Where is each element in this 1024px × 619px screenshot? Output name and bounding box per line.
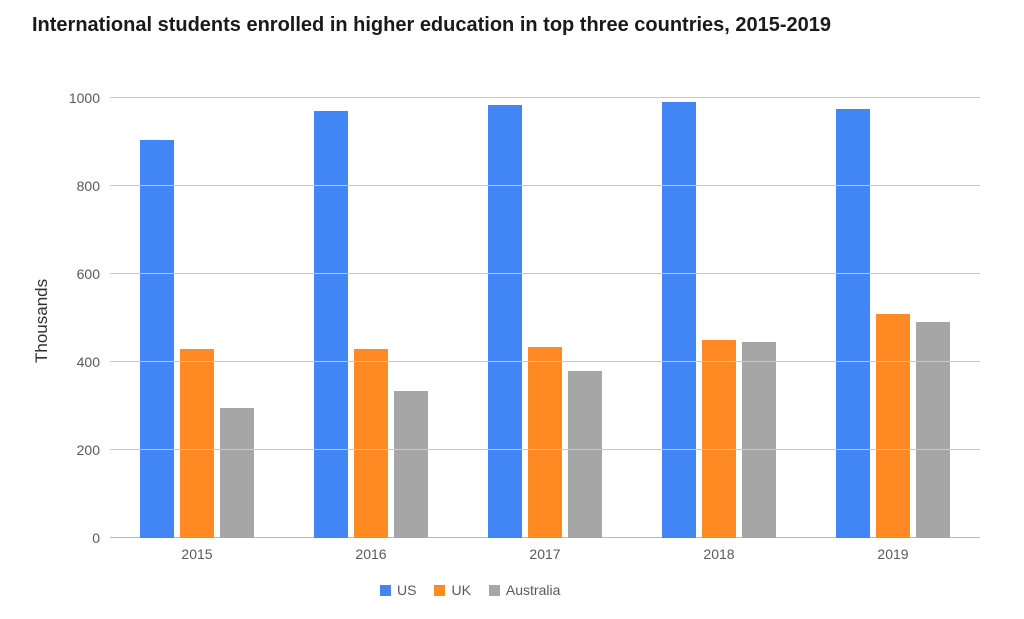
gridline (110, 361, 980, 362)
legend-label: Australia (506, 582, 560, 598)
bar-australia (742, 342, 776, 538)
bar-australia (220, 408, 254, 538)
legend-swatch-icon (380, 585, 391, 596)
bar-uk (354, 349, 388, 538)
bar-uk (702, 340, 736, 538)
legend-item-uk: UK (434, 582, 470, 598)
y-tick-label: 400 (77, 354, 110, 370)
legend-label: UK (451, 582, 470, 598)
bar-uk (876, 314, 910, 538)
bar-group: 2016 (284, 98, 458, 538)
bars-wrap (458, 98, 632, 538)
bar-us (662, 102, 696, 538)
bar-uk (528, 347, 562, 538)
bar-australia (916, 322, 950, 538)
bars-wrap (632, 98, 806, 538)
legend-item-us: US (380, 582, 416, 598)
bar-us (314, 111, 348, 538)
bar-us (488, 105, 522, 538)
bar-uk (180, 349, 214, 538)
chart-title: International students enrolled in highe… (32, 14, 831, 37)
bars-wrap (806, 98, 980, 538)
bar-us (836, 109, 870, 538)
legend-swatch-icon (489, 585, 500, 596)
bar-groups: 20152016201720182019 (110, 98, 980, 538)
y-tick-label: 0 (92, 530, 110, 546)
legend-item-australia: Australia (489, 582, 560, 598)
y-tick-label: 600 (77, 266, 110, 282)
bar-australia (568, 371, 602, 538)
bar-group: 2018 (632, 98, 806, 538)
legend: US UK Australia (380, 582, 560, 598)
gridline (110, 273, 980, 274)
gridline (110, 185, 980, 186)
x-tick-label: 2019 (877, 538, 908, 562)
x-tick-label: 2018 (703, 538, 734, 562)
chart-container: { "chart": { "type": "bar-grouped", "tit… (0, 0, 1024, 619)
gridline (110, 97, 980, 98)
bars-wrap (110, 98, 284, 538)
y-tick-label: 200 (77, 442, 110, 458)
legend-label: US (397, 582, 416, 598)
bars-wrap (284, 98, 458, 538)
bar-us (140, 140, 174, 538)
gridline (110, 449, 980, 450)
y-tick-label: 800 (77, 178, 110, 194)
x-tick-label: 2017 (529, 538, 560, 562)
x-tick-label: 2015 (181, 538, 212, 562)
legend-swatch-icon (434, 585, 445, 596)
x-tick-label: 2016 (355, 538, 386, 562)
plot-area: 20152016201720182019 02004006008001000 (110, 98, 980, 538)
bar-group: 2017 (458, 98, 632, 538)
bar-group: 2019 (806, 98, 980, 538)
y-tick-label: 1000 (69, 90, 110, 106)
bar-australia (394, 391, 428, 538)
y-axis-title: Thousands (32, 279, 52, 363)
bar-group: 2015 (110, 98, 284, 538)
